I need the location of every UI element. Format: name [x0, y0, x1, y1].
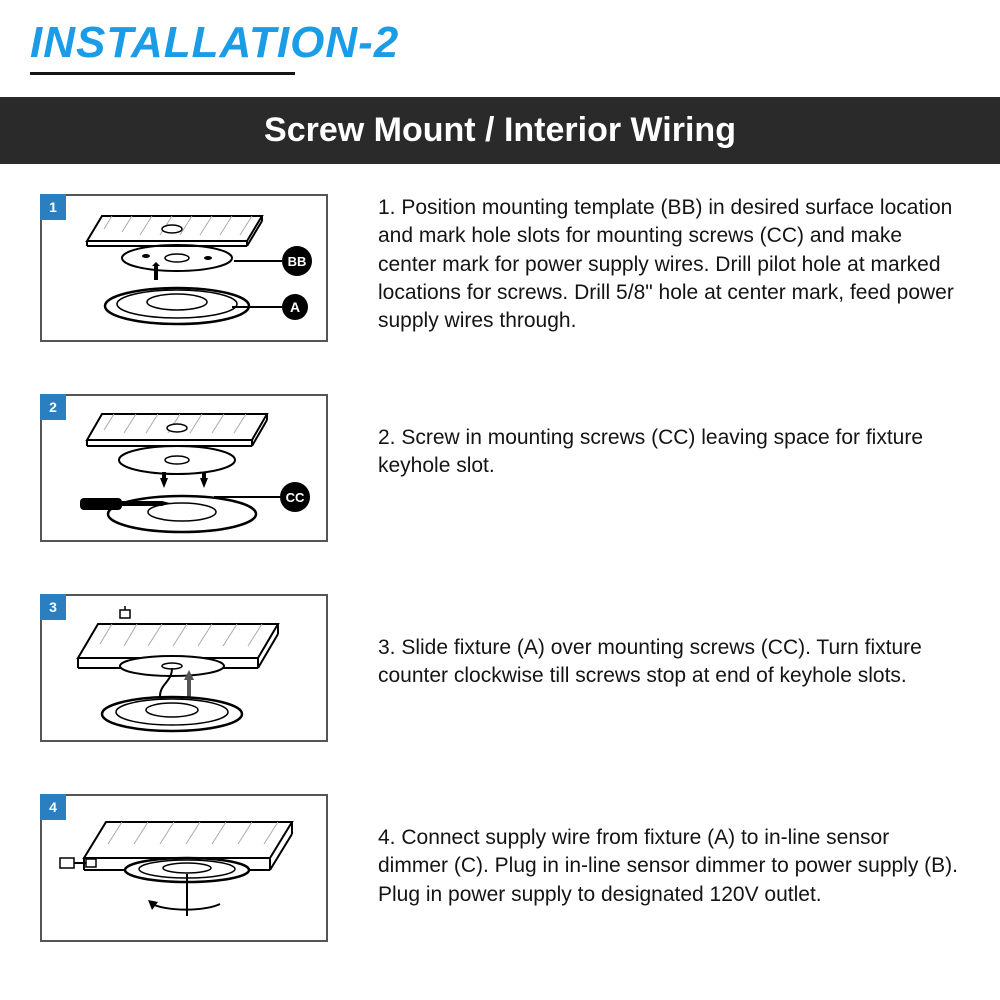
section-banner: Screw Mount / Interior Wiring [0, 97, 1000, 164]
step-row: 1 [40, 194, 960, 342]
callout-line [232, 306, 282, 308]
step-row: 2 [40, 394, 960, 542]
step-text: 2. Screw in mounting screws (CC) leaving… [328, 394, 960, 481]
callout-badge: A [282, 294, 308, 320]
step-row: 4 [40, 794, 960, 942]
step-text: 4. Connect supply wire from fixture (A) … [328, 794, 960, 909]
steps-container: 1 [0, 164, 1000, 942]
step-row: 3 [40, 594, 960, 742]
step-diagram: 4 [40, 794, 328, 942]
page-title: INSTALLATION-2 [0, 0, 399, 74]
step-diagram: 1 [40, 194, 328, 342]
callout-badge: BB [282, 246, 312, 276]
diagram-svg [42, 596, 330, 744]
diagram-svg [42, 396, 330, 544]
step-text: 1. Position mounting template (BB) in de… [328, 194, 960, 336]
callout-line [214, 496, 280, 498]
step-diagram: 2 [40, 394, 328, 542]
callout-badge: CC [280, 482, 310, 512]
diagram-svg [42, 796, 330, 944]
callout-line [234, 260, 282, 262]
step-diagram: 3 [40, 594, 328, 742]
step-text: 3. Slide fixture (A) over mounting screw… [328, 594, 960, 691]
